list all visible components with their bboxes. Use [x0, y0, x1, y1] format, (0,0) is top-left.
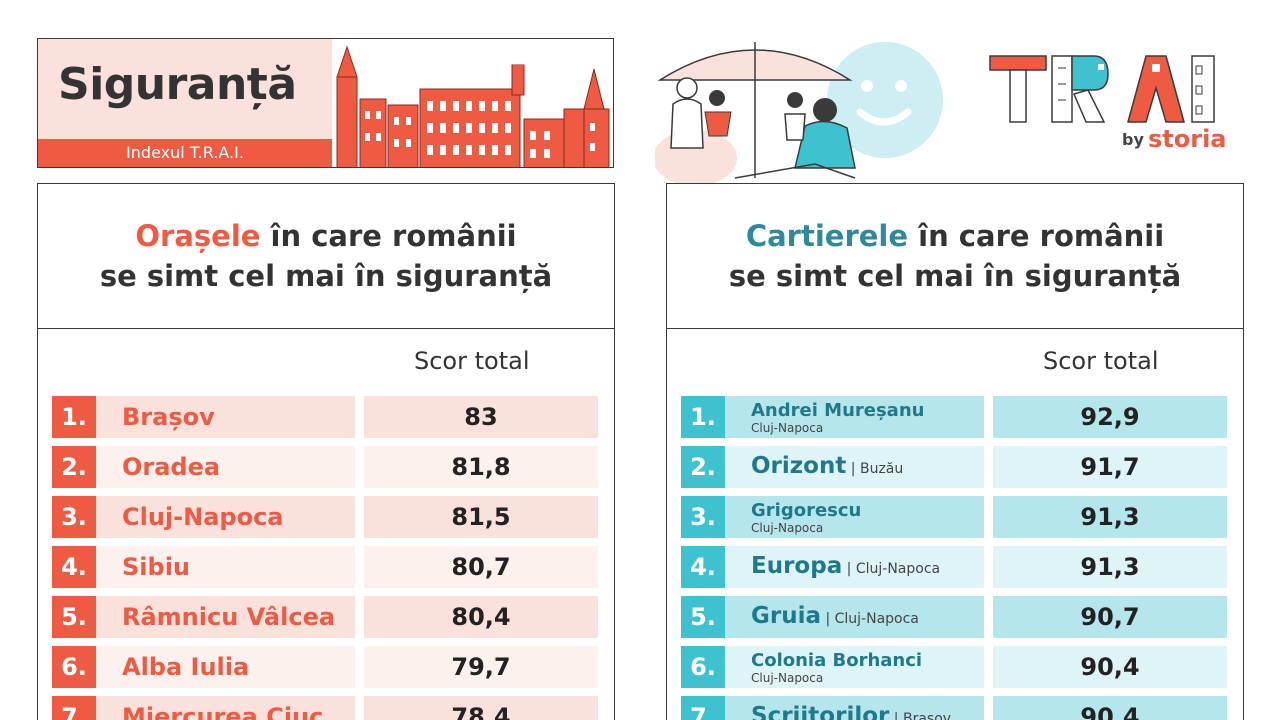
score-value: 90,4 — [993, 696, 1227, 720]
neighborhoods-panel: Cartierele în care românii se simt cel m… — [666, 183, 1244, 720]
score-value: 91,3 — [993, 496, 1227, 538]
table-row: 7. Miercurea Ciuc 78,4 — [52, 696, 600, 720]
city-name: Oradea — [122, 453, 221, 481]
cities-heading-line2: se simt cel mai în siguranță — [99, 259, 553, 293]
rank-badge: 2. — [52, 446, 96, 488]
neighborhood-city: Cluj-Napoca — [751, 420, 824, 435]
rank-badge: 4. — [681, 546, 725, 588]
neighborhoods-table: 1. Andrei Mureșanu Cluj-Napoca 92,9 2. O… — [681, 396, 1229, 720]
neighborhood-name: Orizont — [751, 452, 847, 479]
neighborhood-city: Buzău — [859, 460, 904, 477]
table-row: 7. Scriitorilor | Brașov 90,4 — [681, 696, 1229, 720]
score-value: 92,9 — [993, 396, 1227, 438]
neighborhoods-heading: Cartierele în care românii se simt cel m… — [667, 184, 1243, 329]
score-value: 78,4 — [364, 696, 598, 720]
trai-logo — [988, 54, 1232, 154]
neighborhoods-heading-line2: se simt cel mai în siguranță — [728, 259, 1182, 293]
neighborhood-city: Brașov — [902, 710, 952, 720]
score-value: 90,4 — [993, 646, 1227, 688]
table-row: 3. Cluj-Napoca 81,5 — [52, 496, 600, 538]
neighborhood-city: Cluj-Napoca — [834, 610, 919, 627]
logo-storia-text: storia — [1148, 125, 1227, 153]
score-value: 83 — [364, 396, 598, 438]
neighborhood-name: Colonia Borhanci — [751, 649, 923, 671]
cities-panel: Orașele în care românii se simt cel mai … — [37, 183, 615, 720]
neighborhood-name: Europa — [751, 552, 843, 579]
neighborhoods-heading-rest: în care românii — [908, 219, 1165, 253]
rank-badge: 5. — [681, 596, 725, 638]
neighborhoods-heading-accent: Cartierele — [745, 219, 909, 253]
rank-badge: 6. — [681, 646, 725, 688]
city-name: Brașov — [122, 403, 215, 431]
header-badge: Siguranță Indexul T.R.A.I. — [37, 38, 614, 168]
score-value: 79,7 — [364, 646, 598, 688]
table-row: 1. Brașov 83 — [52, 396, 600, 438]
page-title: Siguranță — [58, 59, 297, 110]
table-row: 2. Orizont | Buzău 91,7 — [681, 446, 1229, 488]
table-row: 4. Europa | Cluj-Napoca 91,3 — [681, 546, 1229, 588]
neighborhood-name: Andrei Mureșanu — [751, 399, 925, 421]
rank-badge: 7. — [681, 696, 725, 720]
score-value: 81,5 — [364, 496, 598, 538]
city-name: Miercurea Ciuc — [122, 703, 324, 720]
rank-badge: 7. — [52, 696, 96, 720]
rank-badge: 3. — [681, 496, 725, 538]
rank-badge: 6. — [52, 646, 96, 688]
city-name: Cluj-Napoca — [122, 503, 284, 531]
cities-heading-accent: Orașele — [135, 219, 261, 253]
neighborhood-name: Scriitorilor — [751, 702, 890, 720]
table-row: 1. Andrei Mureșanu Cluj-Napoca 92,9 — [681, 396, 1229, 438]
table-row: 3. Grigorescu Cluj-Napoca 91,3 — [681, 496, 1229, 538]
cities-heading: Orașele în care românii se simt cel mai … — [38, 184, 614, 329]
score-value: 91,7 — [993, 446, 1227, 488]
family-umbrella-illustration — [653, 28, 955, 188]
cities-score-header: Scor total — [414, 347, 530, 375]
cities-table: 1. Brașov 83 2. Oradea 81,8 3. Cluj-Napoca 81,… — [52, 396, 600, 720]
score-value: 90,7 — [993, 596, 1227, 638]
neighborhoods-score-header: Scor total — [1043, 347, 1159, 375]
score-value: 80,4 — [364, 596, 598, 638]
table-row: 2. Oradea 81,8 — [52, 446, 600, 488]
rank-badge: 2. — [681, 446, 725, 488]
rank-badge: 4. — [52, 546, 96, 588]
table-row: 6. Colonia Borhanci Cluj-Napoca 90,4 — [681, 646, 1229, 688]
table-row: 5. Râmnicu Vâlcea 80,4 — [52, 596, 600, 638]
rank-badge: 3. — [52, 496, 96, 538]
neighborhood-name: Grigorescu — [751, 499, 862, 521]
table-row: 5. Gruia | Cluj-Napoca 90,7 — [681, 596, 1229, 638]
table-row: 6. Alba Iulia 79,7 — [52, 646, 600, 688]
rank-badge: 5. — [52, 596, 96, 638]
logo-by-text: by — [1122, 130, 1144, 149]
city-name: Alba Iulia — [122, 653, 250, 681]
score-value: 81,8 — [364, 446, 598, 488]
city-name: Sibiu — [122, 553, 191, 581]
cities-heading-rest: în care românii — [260, 219, 517, 253]
neighborhood-city: Cluj-Napoca — [751, 670, 824, 685]
score-value: 91,3 — [993, 546, 1227, 588]
rank-badge: 1. — [52, 396, 96, 438]
index-subtitle: Indexul T.R.A.I. — [38, 139, 332, 167]
neighborhood-city: Cluj-Napoca — [751, 520, 824, 535]
neighborhood-city: Cluj-Napoca — [855, 560, 941, 577]
table-row: 4. Sibiu 80,7 — [52, 546, 600, 588]
rank-badge: 1. — [681, 396, 725, 438]
score-value: 80,7 — [364, 546, 598, 588]
city-skyline-illustration — [332, 39, 613, 167]
city-name: Râmnicu Vâlcea — [122, 603, 336, 631]
neighborhood-name: Gruia — [751, 602, 821, 629]
